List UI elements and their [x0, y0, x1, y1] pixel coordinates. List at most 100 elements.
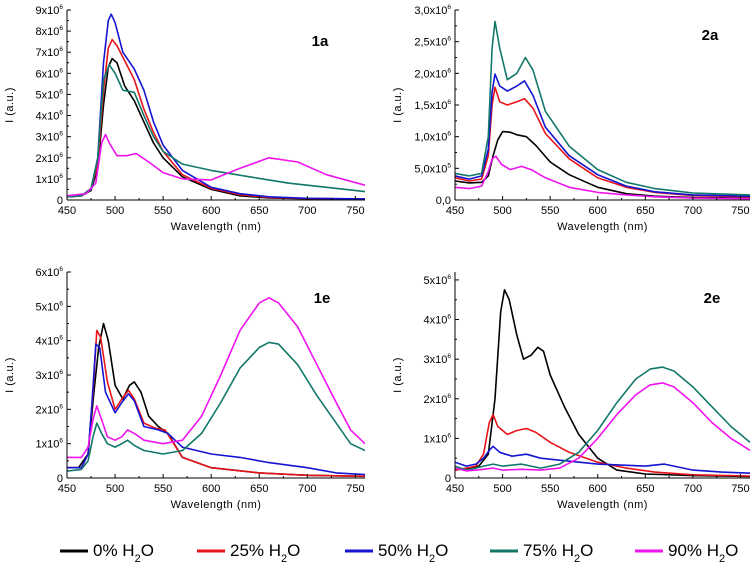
series-line-75-h2o — [455, 366, 750, 471]
y-tick-label: 4x106 — [424, 314, 452, 327]
y-tick-label: 5x106 — [424, 274, 452, 287]
y-tick-label: 7x106 — [36, 46, 64, 59]
series-line-90-h2o — [67, 133, 365, 197]
y-axis-title: I (a.u.) — [4, 357, 16, 393]
legend-label: 0% H2O — [93, 541, 154, 565]
y-tick-label: 6x106 — [36, 266, 64, 279]
y-tick-label: 4x106 — [36, 110, 64, 123]
panel-2e: 450 500 550 600 650 700 750 0 1x106 2x106 3x106 4x1… — [392, 272, 750, 511]
y-tick-label: 1x106 — [36, 438, 64, 451]
series-line-25-h2o — [455, 413, 750, 477]
series-line-90-h2o — [67, 297, 365, 459]
y-axis-title: I (a.u.) — [4, 87, 16, 123]
x-tick-label: 550 — [541, 205, 559, 217]
y-tick-label: 2,0x106 — [414, 67, 451, 80]
y-tick-label: 1x106 — [424, 432, 452, 445]
x-tick-label: 750 — [346, 483, 364, 495]
y-tick-label: 2x106 — [36, 403, 64, 416]
y-tick-label: 8x106 — [36, 25, 64, 38]
series-line-0-h2o — [455, 289, 750, 478]
x-tick-label: 700 — [684, 205, 702, 217]
legend-label: 75% H2O — [523, 541, 593, 565]
y-tick-label: 2,5x106 — [414, 36, 451, 49]
x-axis-title: Wavelength (nm) — [557, 221, 648, 233]
x-tick-label: 750 — [731, 483, 749, 495]
series-line-25-h2o — [67, 38, 365, 200]
y-tick-label: 1,5x106 — [414, 99, 451, 112]
panel-2a: 450 500 550 600 650 700 750 0,0 5,0x105 1,0x106 1,… — [392, 4, 750, 233]
y-tick-label: 5x106 — [36, 300, 64, 313]
y-tick-label: 3x106 — [36, 369, 64, 382]
panel-1a: 450 500 550 600 650 700 750 0 1x106 2x106 3x106 4x1… — [4, 4, 365, 233]
series-group — [455, 20, 750, 200]
y-axis-title: I (a.u.) — [392, 87, 404, 123]
legend-item: 75% H2O — [490, 541, 593, 565]
series-line-75-h2o — [455, 20, 750, 196]
series-line-75-h2o — [67, 341, 365, 472]
series-line-0-h2o — [455, 130, 750, 199]
panel-label: 2e — [704, 290, 721, 307]
x-tick-label: 550 — [154, 205, 172, 217]
panel-label: 2a — [702, 27, 719, 44]
series-line-90-h2o — [455, 382, 750, 472]
x-tick-label: 450 — [446, 483, 464, 495]
y-tick-label: 0 — [57, 195, 63, 207]
y-tick-label: 0,0 — [436, 195, 451, 207]
legend-item: 50% H2O — [345, 541, 448, 565]
series-line-90-h2o — [455, 155, 750, 200]
series-group — [67, 297, 365, 478]
series-line-50-h2o — [455, 73, 750, 197]
y-tick-label: 2x106 — [424, 393, 452, 406]
x-tick-label: 700 — [684, 483, 702, 495]
y-tick-label: 3x106 — [36, 131, 64, 144]
x-tick-label: 750 — [731, 205, 749, 217]
x-tick-label: 600 — [202, 483, 220, 495]
x-tick-label: 650 — [636, 483, 654, 495]
x-tick-label: 700 — [298, 483, 316, 495]
y-tick-label: 0 — [445, 473, 451, 485]
x-tick-label: 600 — [589, 483, 607, 495]
y-tick-label: 1x106 — [36, 173, 64, 186]
y-tick-label: 0 — [57, 473, 63, 485]
x-axis-title: Wavelength (nm) — [557, 499, 648, 511]
legend-label: 25% H2O — [230, 541, 300, 565]
x-tick-label: 600 — [202, 205, 220, 217]
panel-1e: 450 500 550 600 650 700 750 0 1x106 2x106 3x106 4x1… — [4, 266, 365, 511]
y-tick-label: 6x106 — [36, 67, 64, 80]
series-line-75-h2o — [67, 64, 365, 198]
series-line-50-h2o — [67, 343, 365, 476]
x-tick-label: 650 — [250, 205, 268, 217]
x-tick-label: 450 — [446, 205, 464, 217]
y-tick-label: 1,0x106 — [414, 131, 451, 144]
panel-label: 1e — [314, 290, 331, 307]
y-tick-label: 2x106 — [36, 152, 64, 165]
x-tick-label: 450 — [58, 483, 76, 495]
series-group — [455, 289, 750, 478]
y-tick-label: 4x106 — [36, 335, 64, 348]
x-axis-title: Wavelength (nm) — [171, 221, 262, 233]
series-line-50-h2o — [455, 445, 750, 474]
x-tick-label: 650 — [250, 483, 268, 495]
panel-label: 1a — [312, 33, 329, 50]
x-tick-label: 500 — [106, 483, 124, 495]
x-tick-label: 500 — [106, 205, 124, 217]
series-line-25-h2o — [455, 86, 750, 198]
y-tick-label: 5,0x105 — [414, 162, 451, 175]
legend-label: 90% H2O — [668, 541, 738, 565]
x-tick-label: 500 — [493, 205, 511, 217]
x-tick-label: 650 — [636, 205, 654, 217]
y-tick-label: 5x106 — [36, 88, 64, 101]
x-tick-label: 500 — [493, 483, 511, 495]
series-group — [67, 13, 365, 200]
y-tick-label: 3x106 — [424, 353, 452, 366]
x-tick-label: 700 — [298, 205, 316, 217]
legend-label: 50% H2O — [378, 541, 448, 565]
x-tick-label: 750 — [346, 205, 364, 217]
x-tick-label: 450 — [58, 205, 76, 217]
y-tick-label: 9x106 — [36, 4, 64, 17]
legend-item: 0% H2O — [60, 541, 154, 565]
x-axis-title: Wavelength (nm) — [171, 499, 262, 511]
x-tick-label: 600 — [589, 205, 607, 217]
legend: 0% H2O 25% H2O 50% H2O 75% H2O 90% H2O — [60, 541, 738, 565]
